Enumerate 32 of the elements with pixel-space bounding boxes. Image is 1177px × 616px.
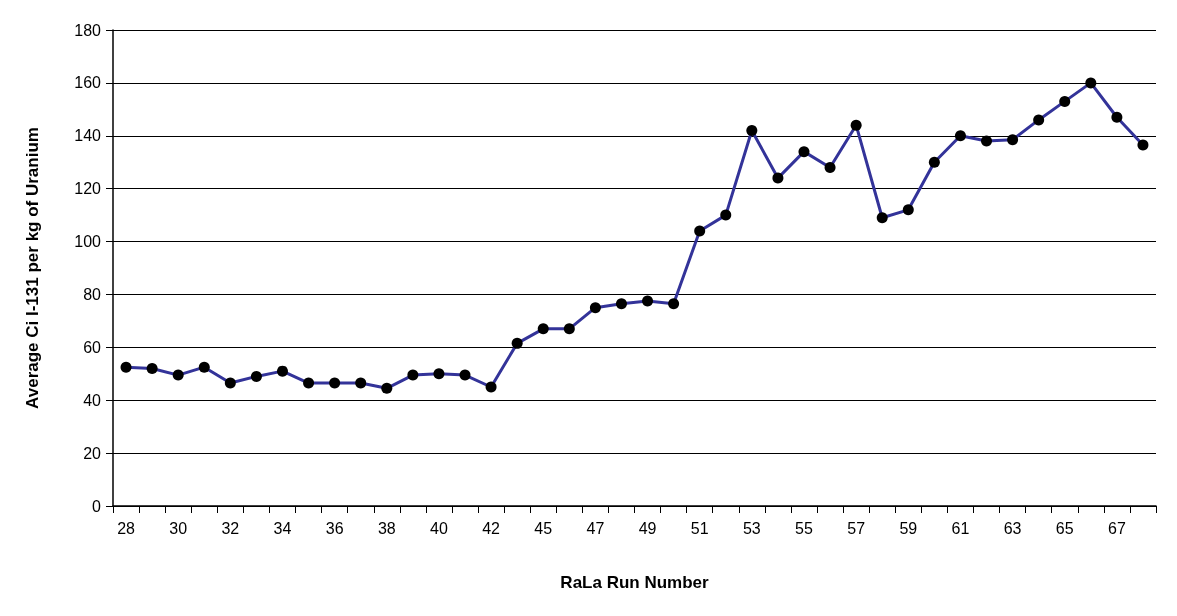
x-tick-label: 59 [899, 519, 918, 537]
y-axis-title: Average Ci I-131 per kg of Uranium [23, 127, 42, 409]
y-tick-label: 120 [74, 180, 102, 198]
x-tick-label: 49 [638, 519, 657, 537]
x-tick-label: 65 [1055, 519, 1074, 537]
x-tick-label: 61 [951, 519, 970, 537]
x-tick-label: 63 [1003, 519, 1022, 537]
x-tick-label: 36 [325, 519, 344, 537]
y-tick-label: 80 [83, 285, 102, 303]
y-tick-label: 100 [74, 233, 102, 251]
x-tick-label: 30 [169, 519, 188, 537]
x-tick-label: 45 [534, 519, 553, 537]
x-tick-label: 67 [1107, 519, 1126, 537]
x-tick-label: 47 [586, 519, 605, 537]
y-tick-label: 20 [83, 444, 102, 462]
x-tick-label: 38 [377, 519, 396, 537]
y-tick-label: 160 [74, 74, 102, 92]
y-tick-label: 0 [92, 497, 102, 515]
x-tick-label: 40 [430, 519, 448, 537]
x-tick-label: 51 [690, 519, 709, 537]
y-tick-label: 40 [83, 391, 102, 409]
x-tick-label: 42 [482, 519, 501, 537]
x-tick-label: 57 [847, 519, 866, 537]
y-tick-label: 180 [74, 21, 102, 39]
y-tick-label: 60 [83, 338, 102, 356]
x-tick-label: 34 [273, 519, 292, 537]
x-tick-label: 28 [117, 519, 136, 537]
x-tick-label: 55 [795, 519, 813, 537]
x-tick-label: 32 [221, 519, 240, 537]
y-tick-label: 140 [74, 127, 102, 145]
x-tick-label: 53 [742, 519, 761, 537]
x-axis-title: RaLa Run Number [560, 573, 710, 592]
